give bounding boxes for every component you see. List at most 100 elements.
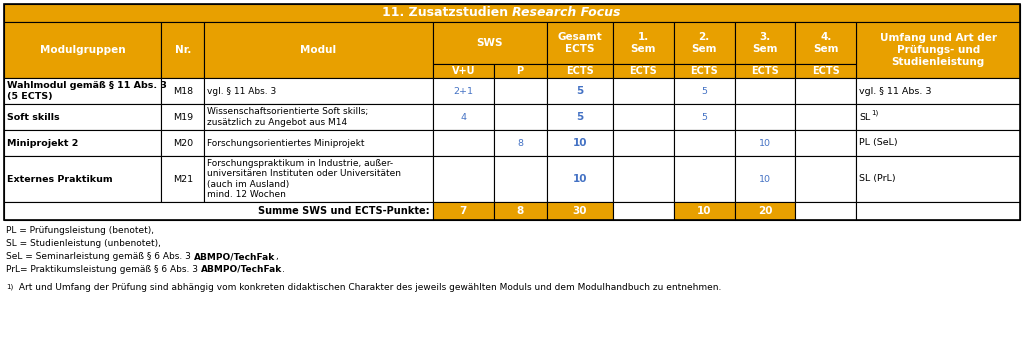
Bar: [674, 78, 734, 104]
Bar: [4, 104, 162, 130]
Bar: [494, 130, 547, 156]
Text: 10: 10: [759, 139, 771, 148]
Bar: [204, 156, 433, 202]
Text: 4.
Sem: 4. Sem: [813, 32, 839, 54]
Text: SL (PrL): SL (PrL): [859, 174, 896, 183]
Bar: [734, 130, 796, 156]
Bar: [547, 156, 612, 202]
Bar: [547, 78, 612, 104]
Bar: [612, 64, 674, 78]
Bar: [547, 130, 612, 156]
Text: SL = Studienleistung (unbenotet),: SL = Studienleistung (unbenotet),: [6, 239, 161, 248]
Bar: [612, 156, 674, 202]
Text: 5: 5: [701, 86, 707, 96]
Text: Art und Umfang der Prüfung sind abhängig vom konkreten didaktischen Charakter de: Art und Umfang der Prüfung sind abhängig…: [16, 283, 721, 292]
Bar: [856, 156, 1020, 202]
Text: 5: 5: [575, 86, 584, 96]
Bar: [433, 202, 494, 220]
Bar: [204, 78, 433, 104]
Text: Research Focus: Research Focus: [512, 7, 621, 20]
Text: Forschungspraktikum in Industrie, außer-
universitären Instituten oder Universit: Forschungspraktikum in Industrie, außer-…: [207, 159, 401, 199]
Bar: [674, 104, 734, 130]
Bar: [494, 156, 547, 202]
Text: Nr.: Nr.: [175, 45, 191, 55]
Text: vgl. § 11 Abs. 3: vgl. § 11 Abs. 3: [859, 86, 932, 96]
Text: ,: ,: [275, 252, 278, 261]
Text: 8: 8: [517, 139, 523, 148]
Text: Wissenschaftsorientierte Soft skills;
zusätzlich zu Angebot aus M14: Wissenschaftsorientierte Soft skills; zu…: [207, 107, 369, 127]
Bar: [433, 104, 494, 130]
Bar: [547, 104, 612, 130]
Text: M20: M20: [173, 139, 193, 148]
Text: .: .: [283, 265, 285, 274]
Bar: [612, 104, 674, 130]
Text: 2.
Sem: 2. Sem: [691, 32, 717, 54]
Bar: [734, 78, 796, 104]
Bar: [796, 130, 856, 156]
Text: SeL = Seminarleistung gemäß § 6 Abs. 3: SeL = Seminarleistung gemäß § 6 Abs. 3: [6, 252, 194, 261]
Bar: [796, 202, 856, 220]
Text: 5: 5: [575, 112, 584, 122]
Bar: [494, 104, 547, 130]
Text: 3.
Sem: 3. Sem: [753, 32, 778, 54]
Bar: [734, 104, 796, 130]
Text: vgl. § 11 Abs. 3: vgl. § 11 Abs. 3: [207, 86, 276, 96]
Bar: [204, 22, 433, 78]
Text: ABMPO/TechFak: ABMPO/TechFak: [201, 265, 283, 274]
Bar: [674, 22, 734, 64]
Text: PrL= Praktikumsleistung gemäß § 6 Abs. 3: PrL= Praktikumsleistung gemäß § 6 Abs. 3: [6, 265, 201, 274]
Text: ECTS: ECTS: [629, 66, 657, 76]
Text: Wahlmodul gemäß § 11 Abs. 3
(5 ECTS): Wahlmodul gemäß § 11 Abs. 3 (5 ECTS): [7, 81, 167, 101]
Text: Modul: Modul: [300, 45, 337, 55]
Text: Gesamt
ECTS: Gesamt ECTS: [557, 32, 602, 54]
Bar: [204, 130, 433, 156]
Bar: [547, 202, 612, 220]
Bar: [547, 22, 612, 64]
Text: ECTS: ECTS: [690, 66, 718, 76]
Bar: [4, 22, 162, 78]
Text: PL (SeL): PL (SeL): [859, 139, 898, 148]
Bar: [612, 22, 674, 64]
Text: 4: 4: [460, 112, 466, 121]
Bar: [433, 78, 494, 104]
Text: Soft skills: Soft skills: [7, 112, 59, 121]
Text: SWS: SWS: [476, 38, 503, 48]
Bar: [162, 22, 204, 78]
Bar: [162, 156, 204, 202]
Text: Forschungsorientiertes Miniprojekt: Forschungsorientiertes Miniprojekt: [207, 139, 365, 148]
Bar: [796, 104, 856, 130]
Bar: [856, 104, 1020, 130]
Bar: [796, 78, 856, 104]
Text: 10: 10: [572, 174, 587, 184]
Bar: [433, 22, 547, 64]
Bar: [162, 130, 204, 156]
Bar: [674, 130, 734, 156]
Bar: [796, 156, 856, 202]
Text: ECTS: ECTS: [812, 66, 840, 76]
Bar: [674, 202, 734, 220]
Text: 7: 7: [460, 206, 467, 216]
Text: 20: 20: [758, 206, 772, 216]
Bar: [734, 202, 796, 220]
Text: M21: M21: [173, 174, 193, 183]
Text: Miniprojekt 2: Miniprojekt 2: [7, 139, 79, 148]
Bar: [734, 156, 796, 202]
Bar: [204, 104, 433, 130]
Text: 5: 5: [701, 112, 707, 121]
Bar: [4, 156, 162, 202]
Text: 30: 30: [572, 206, 587, 216]
Text: 2+1: 2+1: [454, 86, 473, 96]
Bar: [856, 78, 1020, 104]
Bar: [4, 202, 433, 220]
Text: Summe SWS und ECTS-Punkte:: Summe SWS und ECTS-Punkte:: [258, 206, 430, 216]
Bar: [494, 78, 547, 104]
Text: 1): 1): [6, 283, 13, 290]
Text: PL = Prüfungsleistung (benotet),: PL = Prüfungsleistung (benotet),: [6, 226, 154, 235]
Text: V+U: V+U: [452, 66, 475, 76]
Bar: [162, 78, 204, 104]
Bar: [856, 22, 1020, 78]
Text: 1.
Sem: 1. Sem: [631, 32, 655, 54]
Text: Modulgruppen: Modulgruppen: [40, 45, 126, 55]
Bar: [162, 104, 204, 130]
Bar: [674, 64, 734, 78]
